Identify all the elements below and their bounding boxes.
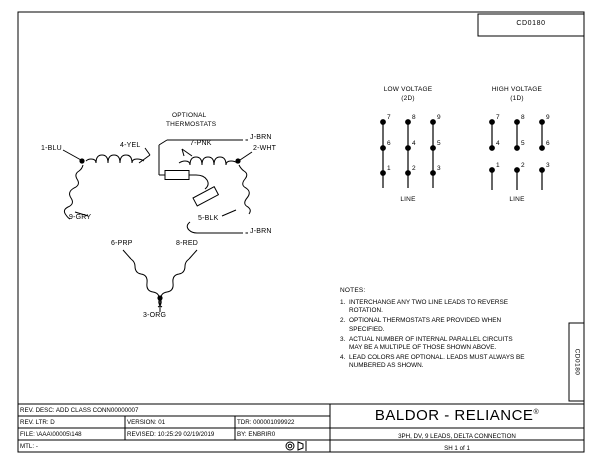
version-cell: VERSION: 01 bbox=[127, 419, 166, 426]
high-terminal-7: 7 bbox=[496, 114, 500, 121]
brand-name-text: BALDOR - RELIANCE bbox=[374, 407, 534, 424]
drawing-subtitle: 3PH, DV, 9 LEADS, DELTA CONNECTION bbox=[398, 433, 516, 440]
third-angle-projection-icon bbox=[285, 441, 307, 451]
note-item-2: 2. OPTIONAL THERMOSTATS ARE PROVIDED WHE… bbox=[340, 317, 575, 334]
lead-1-blu-label: 1-BLU bbox=[41, 145, 62, 152]
thermostat-title-line1: OPTIONAL bbox=[172, 112, 207, 119]
thermostat-lead-top-label: J-BRN bbox=[250, 134, 272, 141]
low-terminal-4: 4 bbox=[412, 140, 416, 147]
lead-4-yel-label: 4-YEL bbox=[120, 142, 141, 149]
sheet-info: SH 1 of 1 bbox=[444, 445, 470, 452]
brand-name: BALDOR - RELIANCE® bbox=[330, 407, 584, 424]
revised-cell: REVISED: 10:25:29 02/19/2019 bbox=[127, 431, 215, 438]
notes-heading: NOTES: bbox=[340, 287, 366, 294]
note-1-number: 1. bbox=[340, 299, 346, 306]
high-voltage-line-label: LINE bbox=[509, 196, 525, 203]
note-2-number: 2. bbox=[340, 317, 346, 325]
note-3-line-1: ACTUAL NUMBER OF INTERNAL PARALLEL CIRCU… bbox=[349, 335, 513, 343]
high-terminal-8: 8 bbox=[521, 114, 525, 121]
notes-list: 1. INTERCHANGE ANY TWO LINE LEADS TO REV… bbox=[340, 299, 575, 372]
high-terminal-3: 3 bbox=[546, 162, 550, 169]
high-voltage-title-line1: HIGH VOLTAGE bbox=[491, 86, 543, 93]
note-2-line-1: OPTIONAL THERMOSTATS ARE PROVIDED WHEN bbox=[349, 317, 502, 325]
note-4-line-1: LEAD COLORS ARE OPTIONAL. LEADS MUST ALW… bbox=[349, 353, 525, 361]
note-2-line-2: SPECIFIED. bbox=[349, 325, 385, 333]
by-cell: BY: ENBRIR0 bbox=[237, 431, 276, 438]
low-voltage-title-line1: LOW VOLTAGE bbox=[383, 86, 433, 93]
low-voltage-line-label: LINE bbox=[400, 196, 416, 203]
file-cell: FILE: \AAA\00005\148 bbox=[20, 431, 82, 438]
lead-8-red-label: 8-RED bbox=[176, 240, 199, 247]
high-terminal-9: 9 bbox=[546, 114, 550, 121]
low-terminal-3: 3 bbox=[437, 165, 441, 172]
title-block: REV. DESC: ADD CLASS CONN00000007 REV. L… bbox=[18, 404, 584, 452]
note-item-3: 3. ACTUAL NUMBER OF INTERNAL PARALLEL CI… bbox=[340, 336, 575, 353]
high-terminal-1: 1 bbox=[496, 162, 500, 169]
low-terminal-6: 6 bbox=[387, 140, 391, 147]
high-terminal-4: 4 bbox=[496, 140, 500, 147]
note-4-number: 4. bbox=[340, 353, 346, 361]
lead-5-blk-label: 5-BLK bbox=[198, 215, 219, 222]
note-1-line-2: ROTATION. bbox=[349, 307, 383, 315]
note-4-line-2: NUMBERED AS SHOWN. bbox=[349, 362, 424, 370]
note-1-line-1: INTERCHANGE ANY TWO LINE LEADS TO REVERS… bbox=[349, 299, 508, 306]
registered-mark: ® bbox=[533, 409, 540, 416]
tdr-cell: TDR: 000001099922 bbox=[237, 419, 295, 426]
rev-desc-cell: REV. DESC: ADD CLASS CONN00000007 bbox=[20, 407, 139, 414]
delta-winding-schematic bbox=[62, 139, 253, 312]
mtl-cell: MTL: - bbox=[20, 443, 38, 450]
drawing-code-top-label: CD0180 bbox=[516, 20, 546, 27]
drawing-code-top-box: CD0180 bbox=[478, 14, 584, 36]
note-item-1: 1. INTERCHANGE ANY TWO LINE LEADS TO REV… bbox=[340, 299, 575, 316]
lead-9-gry-label: 9-GRY bbox=[69, 214, 92, 221]
thermostat-title-line2: THERMOSTATS bbox=[166, 121, 217, 128]
high-terminal-6: 6 bbox=[546, 140, 550, 147]
lead-2-wht-label: 2-WHT bbox=[253, 145, 277, 152]
title-block-rules bbox=[17, 403, 585, 453]
low-terminal-7: 7 bbox=[387, 114, 391, 121]
lead-6-prp-label: 6-PRP bbox=[111, 240, 133, 247]
high-voltage-title-line2: (1D) bbox=[510, 95, 524, 102]
low-voltage-title-line2: (2D) bbox=[401, 95, 415, 102]
low-terminal-9: 9 bbox=[437, 114, 441, 121]
thermostat-lead-bottom-label: J-BRN bbox=[250, 228, 272, 235]
low-terminal-8: 8 bbox=[412, 114, 416, 121]
note-3-number: 3. bbox=[340, 335, 346, 343]
high-terminal-2: 2 bbox=[521, 162, 525, 169]
note-3-line-2: MAY BE A MULTIPLE OF THOSE SHOWN ABOVE. bbox=[349, 344, 497, 352]
rev-ltr-cell: REV. LTR: D bbox=[20, 419, 55, 426]
note-item-4: 4. LEAD COLORS ARE OPTIONAL. LEADS MUST … bbox=[340, 354, 575, 371]
high-voltage-terminal-diagram bbox=[489, 119, 545, 190]
lead-7-pnk-label: 7-PNK bbox=[190, 140, 212, 147]
low-terminal-2: 2 bbox=[412, 165, 416, 172]
low-terminal-5: 5 bbox=[437, 140, 441, 147]
low-voltage-terminal-diagram bbox=[380, 119, 436, 188]
low-terminal-1: 1 bbox=[387, 165, 391, 172]
lead-3-org-label: 3-ORG bbox=[143, 312, 167, 319]
high-terminal-5: 5 bbox=[521, 140, 525, 147]
